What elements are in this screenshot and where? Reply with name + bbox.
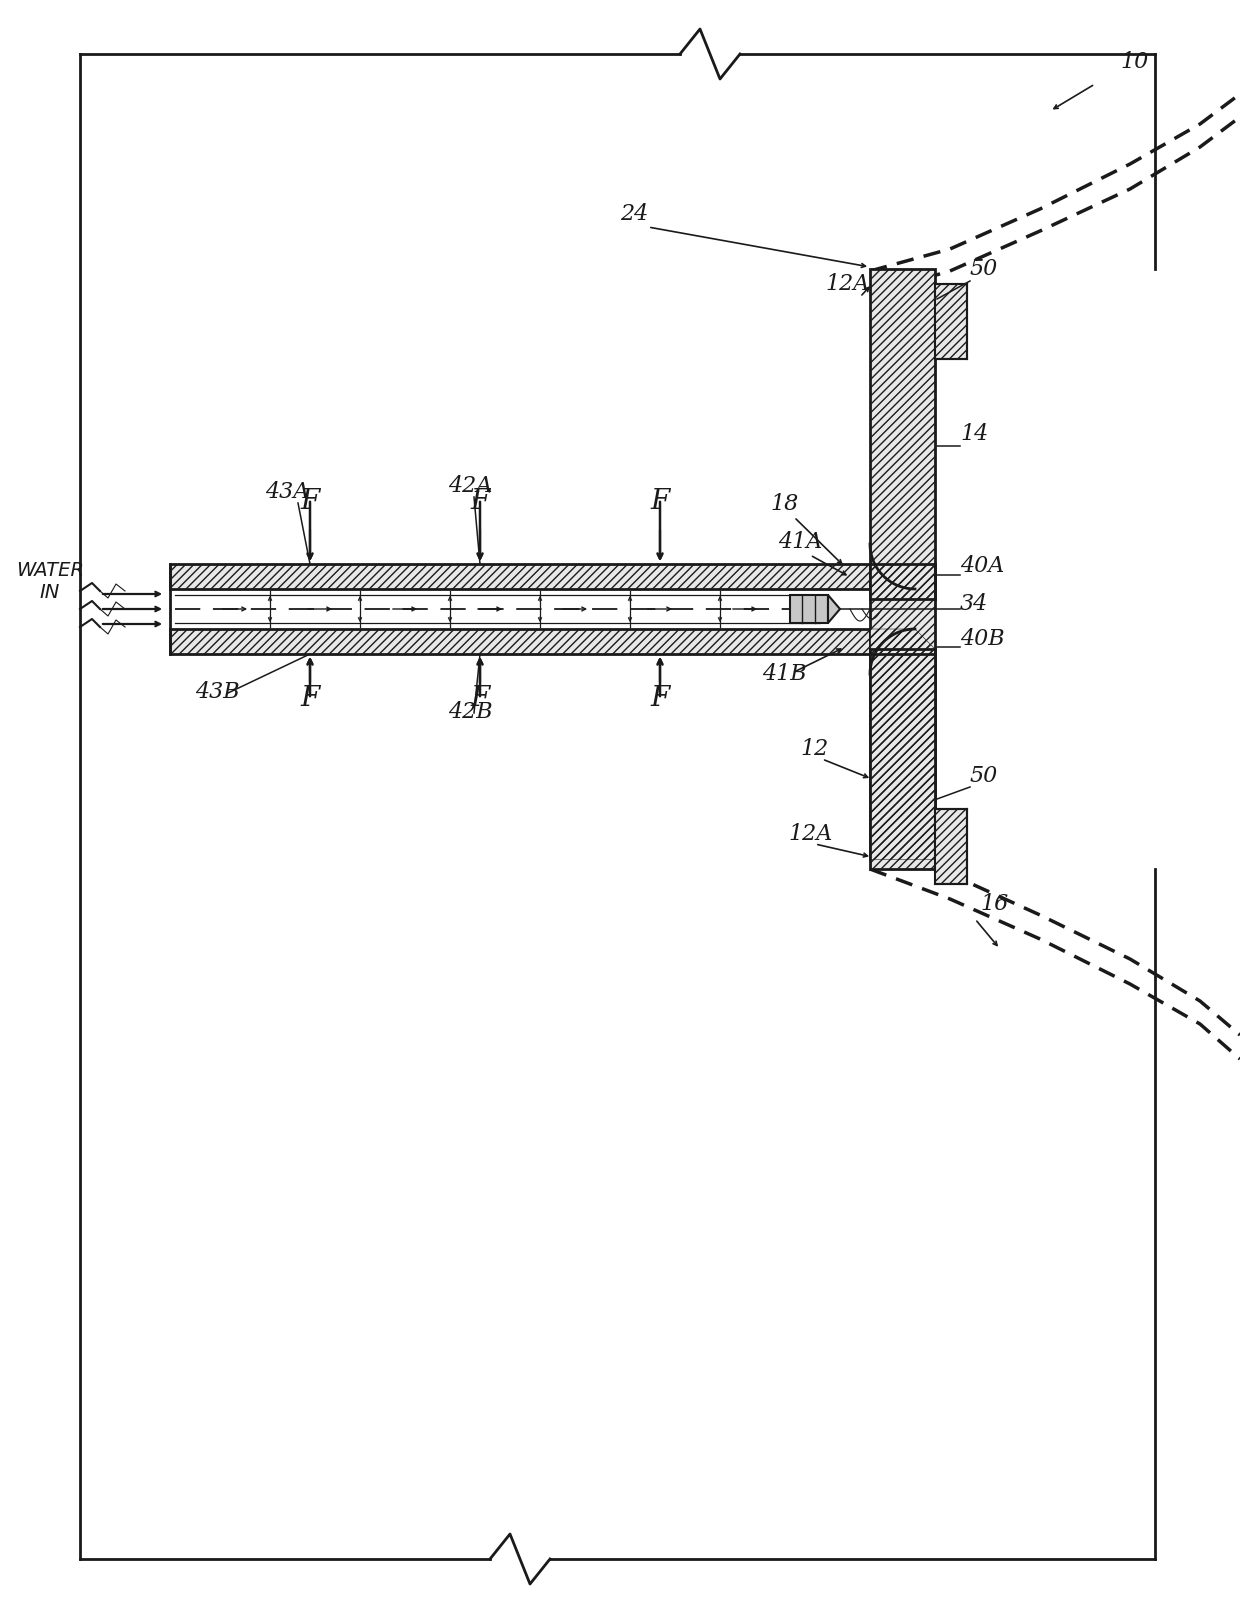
Text: 10: 10	[1120, 52, 1148, 73]
Bar	[170, 565, 870, 589]
Text: 50: 50	[970, 765, 998, 786]
Text: 16: 16	[980, 893, 1008, 915]
Text: 41A: 41A	[777, 531, 822, 552]
Bar	[170, 565, 870, 589]
Text: 34: 34	[960, 592, 988, 615]
Polygon shape	[828, 596, 839, 623]
Text: F: F	[470, 487, 490, 515]
Text: 42B: 42B	[448, 700, 492, 723]
Text: 43B: 43B	[195, 681, 239, 702]
Text: 42A: 42A	[448, 475, 492, 497]
Bar	[870, 649, 935, 870]
Bar	[935, 810, 967, 884]
Bar	[870, 270, 935, 600]
Text: F: F	[650, 487, 670, 515]
Bar	[870, 565, 935, 860]
Text: 12A: 12A	[787, 823, 832, 844]
Bar	[170, 629, 870, 655]
Bar	[870, 270, 935, 600]
Bar	[935, 284, 967, 360]
Polygon shape	[870, 565, 935, 600]
Text: 41B: 41B	[763, 663, 807, 684]
Text: 40B: 40B	[960, 628, 1004, 649]
Text: F: F	[300, 684, 320, 712]
Text: F: F	[300, 487, 320, 515]
Bar	[790, 596, 828, 623]
Text: WATER
IN: WATER IN	[16, 562, 84, 602]
Bar	[870, 649, 935, 870]
Text: F: F	[470, 684, 490, 712]
Text: 40A: 40A	[960, 555, 1004, 576]
Bar	[935, 284, 967, 360]
Text: 12: 12	[800, 738, 828, 760]
Text: 43A: 43A	[265, 481, 309, 502]
Text: 18: 18	[770, 492, 799, 515]
Polygon shape	[870, 629, 935, 655]
Text: 14: 14	[960, 423, 988, 445]
Bar	[170, 629, 870, 655]
Text: F: F	[650, 684, 670, 712]
Text: 50: 50	[970, 258, 998, 279]
Bar	[870, 565, 935, 860]
Bar	[935, 810, 967, 884]
Text: 12A: 12A	[825, 273, 869, 295]
Text: 24: 24	[620, 203, 649, 224]
